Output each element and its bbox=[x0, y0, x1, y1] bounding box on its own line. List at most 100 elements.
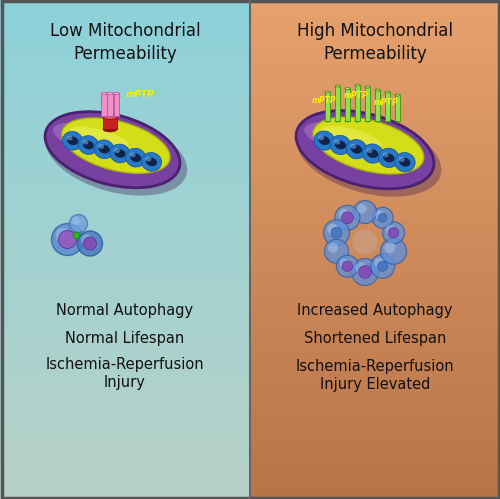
Bar bbox=[103, 117, 117, 129]
Bar bbox=[250, 474, 500, 477]
Bar bbox=[0, 135, 250, 137]
Bar bbox=[0, 60, 250, 62]
Ellipse shape bbox=[346, 140, 367, 159]
Bar bbox=[0, 437, 250, 439]
Circle shape bbox=[331, 228, 342, 238]
Circle shape bbox=[354, 201, 376, 224]
Circle shape bbox=[378, 261, 388, 271]
Ellipse shape bbox=[330, 135, 350, 155]
Bar bbox=[250, 254, 500, 257]
Bar bbox=[0, 367, 250, 369]
Ellipse shape bbox=[382, 153, 388, 157]
Circle shape bbox=[382, 222, 404, 244]
Ellipse shape bbox=[355, 120, 360, 122]
Bar bbox=[0, 70, 250, 72]
Bar bbox=[0, 80, 250, 82]
Circle shape bbox=[358, 265, 372, 278]
Bar bbox=[250, 427, 500, 429]
Bar bbox=[0, 180, 250, 182]
Ellipse shape bbox=[146, 157, 152, 162]
Bar bbox=[250, 202, 500, 205]
Circle shape bbox=[376, 211, 384, 219]
Bar bbox=[0, 230, 250, 232]
Bar bbox=[0, 82, 250, 85]
Bar bbox=[250, 215, 500, 217]
Ellipse shape bbox=[110, 144, 130, 163]
Ellipse shape bbox=[107, 115, 113, 117]
Circle shape bbox=[72, 217, 80, 225]
Bar bbox=[250, 379, 500, 382]
Bar bbox=[0, 212, 250, 215]
Bar bbox=[250, 2, 500, 5]
Ellipse shape bbox=[378, 148, 399, 168]
Text: Shortened Lifespan: Shortened Lifespan bbox=[304, 331, 446, 346]
Bar bbox=[0, 10, 250, 12]
Bar bbox=[250, 299, 500, 302]
Bar bbox=[0, 302, 250, 304]
Ellipse shape bbox=[66, 136, 72, 140]
Bar bbox=[250, 220, 500, 222]
Bar bbox=[0, 389, 250, 392]
Bar bbox=[250, 322, 500, 324]
Bar bbox=[0, 250, 250, 252]
Bar bbox=[0, 90, 250, 92]
Bar bbox=[0, 394, 250, 397]
Bar bbox=[0, 342, 250, 344]
Bar bbox=[250, 55, 500, 57]
Bar bbox=[250, 304, 500, 307]
Bar bbox=[0, 190, 250, 192]
Circle shape bbox=[378, 214, 387, 222]
Bar bbox=[250, 319, 500, 322]
Bar bbox=[250, 417, 500, 419]
Bar bbox=[250, 369, 500, 372]
Bar bbox=[250, 419, 500, 422]
Bar bbox=[250, 115, 500, 117]
Text: Normal Autophagy: Normal Autophagy bbox=[56, 303, 194, 318]
Bar bbox=[250, 409, 500, 412]
Circle shape bbox=[384, 242, 396, 253]
Bar bbox=[250, 482, 500, 484]
Bar bbox=[250, 107, 500, 110]
Bar bbox=[250, 449, 500, 452]
Bar bbox=[0, 165, 250, 167]
Text: Increased Autophagy: Increased Autophagy bbox=[297, 303, 453, 318]
Bar bbox=[0, 247, 250, 250]
Ellipse shape bbox=[395, 120, 400, 122]
Bar bbox=[250, 190, 500, 192]
Bar bbox=[250, 279, 500, 282]
Bar bbox=[0, 257, 250, 259]
Bar bbox=[0, 482, 250, 484]
Bar bbox=[0, 175, 250, 177]
Bar bbox=[0, 65, 250, 67]
Circle shape bbox=[356, 262, 367, 274]
Ellipse shape bbox=[362, 144, 383, 163]
Bar bbox=[0, 279, 250, 282]
Bar bbox=[250, 172, 500, 175]
Bar bbox=[250, 247, 500, 250]
Bar bbox=[0, 339, 250, 342]
Bar bbox=[0, 217, 250, 220]
Bar bbox=[250, 120, 500, 122]
Bar bbox=[0, 52, 250, 55]
Bar bbox=[0, 42, 250, 45]
Bar bbox=[0, 282, 250, 284]
Bar bbox=[250, 62, 500, 65]
Bar bbox=[365, 87, 370, 121]
Bar bbox=[250, 372, 500, 374]
Bar bbox=[250, 307, 500, 309]
Bar bbox=[0, 150, 250, 152]
Bar bbox=[250, 90, 500, 92]
Bar bbox=[0, 399, 250, 402]
Bar bbox=[0, 397, 250, 399]
Bar bbox=[0, 112, 250, 115]
Ellipse shape bbox=[335, 120, 340, 122]
Bar bbox=[250, 192, 500, 195]
Bar bbox=[250, 205, 500, 207]
Bar bbox=[0, 0, 250, 2]
Ellipse shape bbox=[142, 153, 162, 171]
Bar bbox=[0, 97, 250, 100]
Bar bbox=[0, 372, 250, 374]
Bar bbox=[0, 289, 250, 292]
Bar bbox=[0, 232, 250, 235]
Ellipse shape bbox=[98, 144, 104, 149]
